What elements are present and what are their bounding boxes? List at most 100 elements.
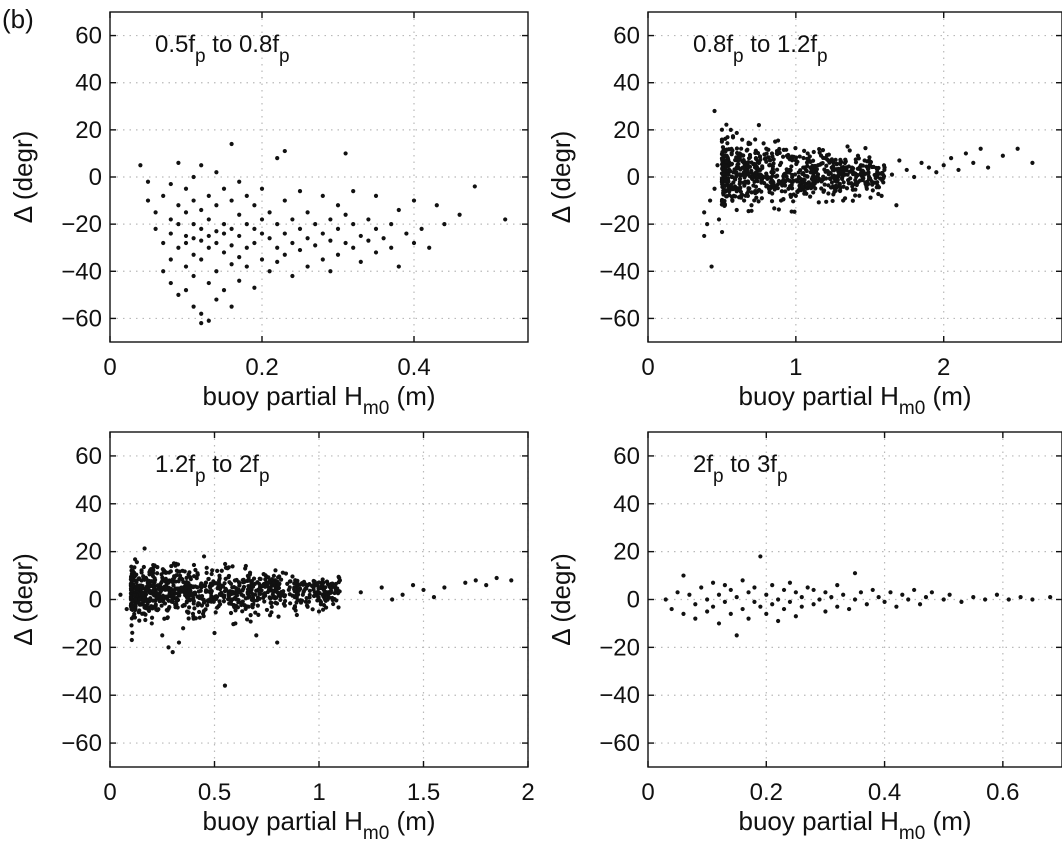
data-point <box>826 183 831 188</box>
data-point <box>800 184 805 189</box>
data-point <box>307 588 312 594</box>
y-tick-label: 60 <box>613 443 640 470</box>
data-point <box>192 590 198 595</box>
data-point <box>744 148 749 153</box>
data-point <box>752 198 757 203</box>
data-point <box>141 599 146 605</box>
data-point <box>919 160 924 165</box>
data-point <box>343 212 348 217</box>
data-point <box>209 589 214 594</box>
data-point <box>324 579 330 584</box>
data-point <box>282 198 287 203</box>
data-point <box>288 601 293 606</box>
data-point <box>190 593 195 598</box>
data-point <box>719 202 725 207</box>
scatter-points <box>138 141 508 326</box>
data-point <box>912 174 917 180</box>
data-point <box>442 585 447 590</box>
data-point <box>186 610 191 615</box>
data-point <box>381 236 386 241</box>
data-point <box>867 163 872 168</box>
data-point <box>320 231 325 236</box>
data-point <box>351 189 356 194</box>
data-point <box>183 585 189 590</box>
data-point <box>894 203 899 208</box>
data-point <box>206 280 211 286</box>
data-point <box>304 603 310 608</box>
x-tick-label: 0.5 <box>198 779 231 806</box>
data-point <box>233 608 238 613</box>
data-point <box>798 176 803 181</box>
data-point <box>335 252 341 257</box>
data-point <box>154 571 160 576</box>
data-point <box>734 170 739 175</box>
data-point <box>335 226 341 231</box>
data-point <box>328 238 333 243</box>
data-point <box>737 176 743 181</box>
data-point <box>728 611 733 616</box>
data-point <box>161 193 166 198</box>
data-point <box>834 162 839 167</box>
data-point <box>186 616 191 621</box>
data-point <box>754 170 759 175</box>
data-point <box>870 587 875 593</box>
data-point <box>727 189 732 194</box>
data-point <box>191 222 196 227</box>
y-axis-label: Δ (degr) <box>8 131 38 224</box>
data-point <box>814 167 819 172</box>
band-annotation-text: to 0.8f <box>206 31 280 58</box>
data-point <box>221 250 227 255</box>
data-point <box>836 166 841 171</box>
data-point <box>978 146 983 151</box>
data-point <box>223 561 228 567</box>
x-axis-label-unit: (m) <box>925 381 971 411</box>
data-point <box>164 594 169 599</box>
data-point <box>351 245 356 250</box>
data-point <box>198 588 203 593</box>
data-point <box>759 180 764 185</box>
data-point <box>153 577 158 583</box>
data-point <box>812 163 818 169</box>
y-tick-label: 20 <box>75 117 102 144</box>
data-point <box>240 578 245 583</box>
data-point <box>776 597 781 602</box>
data-point <box>248 619 253 624</box>
data-point <box>250 605 255 610</box>
x-tick-label: 2 <box>521 779 534 806</box>
data-point <box>844 186 850 191</box>
data-point <box>681 573 686 578</box>
data-point <box>152 563 157 568</box>
data-point <box>192 606 197 611</box>
data-point <box>850 198 855 203</box>
data-point <box>262 599 267 604</box>
data-point <box>743 193 748 198</box>
data-point <box>719 229 725 235</box>
y-tick-label: −20 <box>61 211 102 238</box>
data-point <box>145 601 150 607</box>
data-point <box>191 304 196 309</box>
data-point <box>787 580 793 585</box>
data-point <box>749 190 754 195</box>
y-tick-label: 20 <box>613 117 640 144</box>
data-point <box>275 156 280 161</box>
data-point <box>761 141 766 146</box>
data-point <box>183 264 189 269</box>
y-tick-label: 60 <box>75 23 102 50</box>
data-point <box>758 604 763 609</box>
data-point <box>128 581 134 586</box>
data-point <box>824 199 829 204</box>
data-point <box>149 615 155 620</box>
data-point <box>767 162 773 168</box>
data-point <box>766 155 771 160</box>
data-point <box>749 203 754 208</box>
data-point <box>206 576 211 582</box>
data-point <box>282 148 287 154</box>
data-point <box>297 247 303 253</box>
data-point <box>949 156 954 161</box>
data-point <box>168 181 173 187</box>
data-point <box>705 609 710 614</box>
data-point <box>833 157 838 162</box>
scatter-points <box>118 546 514 688</box>
data-point <box>852 597 858 602</box>
data-point <box>878 176 883 181</box>
